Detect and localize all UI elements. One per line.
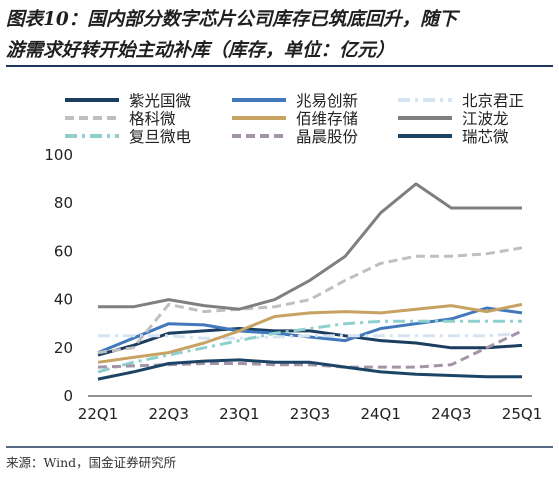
plot-area	[97, 182, 523, 381]
legend-label-7: 晶晨股份	[296, 128, 359, 146]
series-line-4	[97, 302, 523, 364]
x-tick-label: 22Q3	[148, 405, 188, 423]
x-tick-label: 24Q1	[360, 405, 400, 423]
y-tick-label: 20	[54, 339, 73, 357]
series-line-6	[97, 319, 522, 374]
legend-label-5: 江波龙	[462, 110, 509, 128]
series-line-5	[98, 182, 522, 311]
y-tick-label: 40	[54, 291, 73, 309]
x-tick-label: 22Q1	[78, 405, 118, 423]
y-tick-label: 80	[54, 194, 73, 212]
x-axis: 22Q1 22Q3 23Q1 23Q3 24Q1 24Q3 25Q1	[78, 395, 542, 423]
y-tick-label: 0	[63, 387, 73, 405]
legend-label-6: 复旦微电	[129, 128, 191, 146]
x-tick-label: 23Q3	[290, 405, 330, 423]
source-note: 来源：Wind，国金证券研究所	[6, 455, 176, 470]
chart-title-line-1: 图表10：国内部分数字芯片公司库存已筑底回升，随下	[6, 8, 461, 30]
legend-label-2: 北京君正	[462, 92, 524, 110]
legend-label-0: 紫光国微	[129, 92, 192, 110]
legend-label-3: 格科微	[129, 110, 176, 128]
series-line-1	[97, 306, 523, 354]
y-tick-label: 100	[44, 146, 73, 164]
x-tick-label: 25Q1	[502, 405, 542, 423]
y-tick-label: 60	[54, 242, 73, 260]
series-line-0	[97, 327, 523, 357]
series-line-3	[97, 246, 523, 355]
legend-label-1: 兆易创新	[296, 92, 358, 110]
legend-label-4: 佰维存储	[296, 110, 358, 128]
series-line-2	[98, 331, 523, 340]
legend-label-8: 瑞芯微	[462, 128, 509, 146]
x-tick-label: 23Q1	[219, 405, 259, 423]
series-line-8	[97, 358, 522, 381]
x-tick-label: 24Q3	[431, 405, 471, 423]
chart-title-line-2: 游需求好转开始主动补库（库存，单位：亿元）	[6, 39, 395, 61]
y-axis: 0 20 40 60 80 100	[44, 146, 73, 405]
